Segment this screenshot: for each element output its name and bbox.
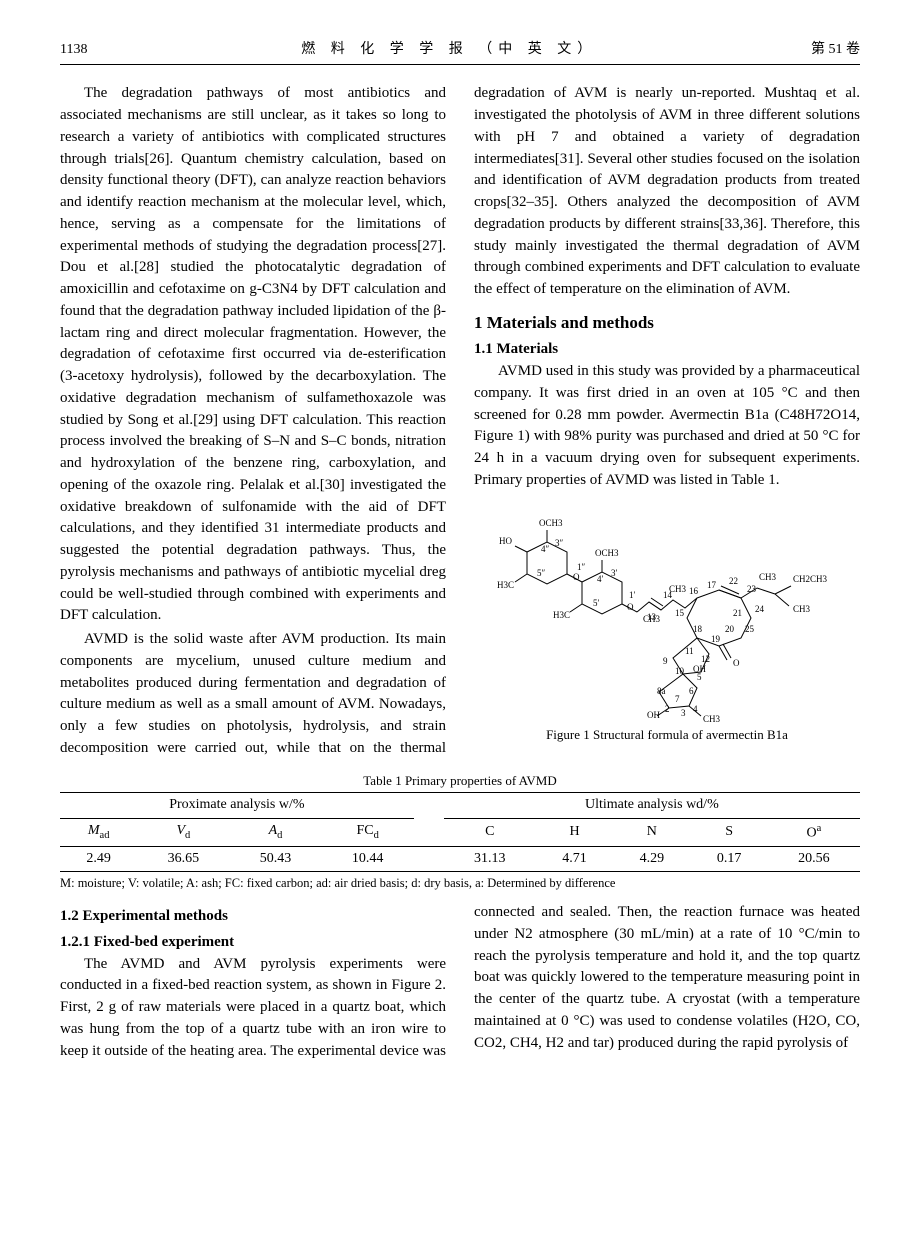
col-C: C: [444, 818, 536, 846]
svg-text:CH3: CH3: [703, 714, 721, 722]
volume-label: 第 51 卷: [811, 40, 860, 60]
section-1-2-heading: 1.2 Experimental methods: [60, 906, 446, 928]
svg-text:1′: 1′: [629, 590, 636, 600]
svg-text:9: 9: [663, 656, 668, 666]
cell: 50.43: [229, 846, 321, 871]
table-1-caption: Table 1 Primary properties of AVMD: [60, 772, 860, 791]
col-S: S: [691, 818, 768, 846]
svg-text:OCH3: OCH3: [539, 518, 563, 528]
cell: 31.13: [444, 846, 536, 871]
svg-text:17: 17: [707, 580, 717, 590]
cell: 4.71: [536, 846, 613, 871]
cell: 0.17: [691, 846, 768, 871]
svg-text:6: 6: [689, 686, 694, 696]
svg-text:CH2CH3: CH2CH3: [793, 574, 828, 584]
section-1-1-heading: 1.1 Materials: [474, 339, 860, 361]
svg-text:4″: 4″: [541, 544, 550, 554]
svg-text:3′: 3′: [611, 568, 618, 578]
svg-text:CH3: CH3: [643, 614, 661, 624]
svg-text:CH3: CH3: [759, 572, 777, 582]
col-Vd: Vd: [137, 818, 229, 846]
svg-text:1″: 1″: [577, 562, 586, 572]
svg-text:12: 12: [701, 654, 710, 664]
svg-text:3″: 3″: [555, 538, 564, 548]
paragraph-3: AVMD used in this study was provided by …: [474, 361, 860, 492]
cell: 2.49: [60, 846, 137, 871]
paragraph-1: The degradation pathways of most antibio…: [60, 83, 446, 627]
svg-text:4: 4: [693, 704, 698, 714]
table-group-ultimate: Ultimate analysis wd/%: [444, 793, 860, 818]
cell: 36.65: [137, 846, 229, 871]
molecule-diagram: 4″3″ 5″1″ 4′3′ 5′1′ 1314 1516 1722 2324 …: [497, 502, 837, 722]
svg-text:22: 22: [729, 576, 738, 586]
svg-text:H3C: H3C: [553, 610, 570, 620]
svg-text:CH3: CH3: [793, 604, 811, 614]
svg-text:CH3: CH3: [669, 584, 687, 594]
svg-text:O: O: [573, 572, 580, 582]
cell: 20.56: [768, 846, 860, 871]
svg-text:8a: 8a: [657, 686, 666, 696]
svg-text:16: 16: [689, 586, 699, 596]
page-number-left: 1138: [60, 40, 87, 60]
svg-text:O: O: [627, 602, 634, 612]
col-N: N: [613, 818, 690, 846]
svg-text:21: 21: [733, 608, 742, 618]
svg-text:3: 3: [681, 708, 686, 718]
figure-1-caption: Figure 1 Structural formula of avermecti…: [474, 726, 860, 745]
page-header: 1138 燃 料 化 学 学 报 （中 英 文） 第 51 卷: [60, 40, 860, 65]
table-1: Table 1 Primary properties of AVMD Proxi…: [60, 772, 860, 893]
svg-text:11: 11: [685, 646, 694, 656]
svg-text:15: 15: [675, 608, 685, 618]
col-O: Oa: [768, 818, 860, 846]
col-H: H: [536, 818, 613, 846]
svg-text:O: O: [733, 658, 740, 668]
svg-text:2: 2: [665, 704, 670, 714]
svg-text:OCH3: OCH3: [595, 548, 619, 558]
svg-text:5″: 5″: [537, 568, 546, 578]
svg-text:23: 23: [747, 584, 757, 594]
svg-text:25: 25: [745, 624, 755, 634]
svg-text:OH: OH: [647, 710, 660, 720]
svg-text:24: 24: [755, 604, 765, 614]
body-columns-top: The degradation pathways of most antibio…: [60, 83, 860, 759]
col-Ad: Ad: [229, 818, 321, 846]
cell: 4.29: [613, 846, 690, 871]
col-FCd: FCd: [322, 818, 414, 846]
figure-1: 4″3″ 5″1″ 4′3′ 5′1′ 1314 1516 1722 2324 …: [474, 502, 860, 745]
svg-text:10: 10: [675, 666, 685, 676]
section-1-2-1-heading: 1.2.1 Fixed-bed experiment: [60, 932, 446, 954]
table-group-proximate: Proximate analysis w/%: [60, 793, 414, 818]
table-1-note: M: moisture; V: volatile; A: ash; FC: fi…: [60, 874, 860, 892]
svg-text:20: 20: [725, 624, 735, 634]
svg-text:7: 7: [675, 694, 680, 704]
svg-text:18: 18: [693, 624, 703, 634]
svg-text:OH: OH: [693, 664, 706, 674]
cell: 10.44: [322, 846, 414, 871]
section-1-heading: 1 Materials and methods: [474, 311, 860, 336]
journal-title: 燃 料 化 学 学 报 （中 英 文）: [301, 40, 597, 60]
svg-text:HO: HO: [499, 536, 512, 546]
svg-text:5′: 5′: [593, 598, 600, 608]
svg-text:H3C: H3C: [497, 580, 514, 590]
svg-text:4′: 4′: [597, 574, 604, 584]
body-columns-bottom: 1.2 Experimental methods 1.2.1 Fixed-bed…: [60, 902, 860, 1062]
svg-text:19: 19: [711, 634, 721, 644]
col-Mad: Mad: [60, 818, 137, 846]
